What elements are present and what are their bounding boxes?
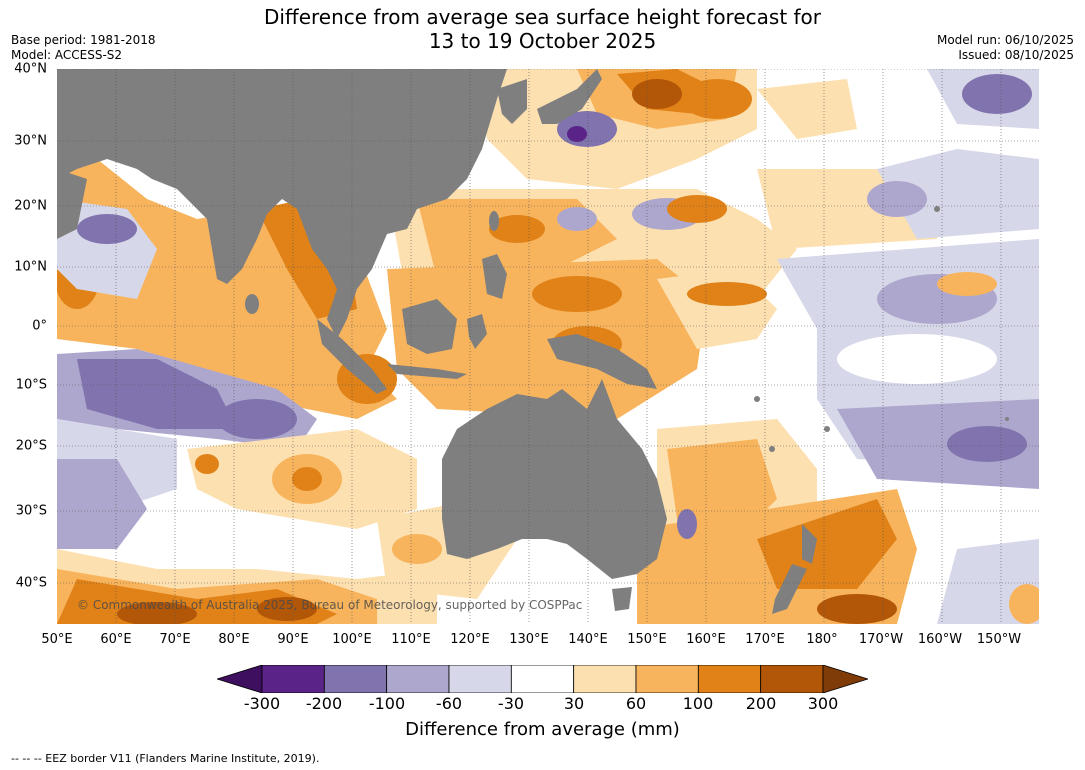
island-3 <box>824 426 830 432</box>
map-canvas <box>57 69 1039 624</box>
colorbar-segment <box>261 665 325 693</box>
colorbar-title: Difference from average (mm) <box>405 719 680 740</box>
title-line-2: 13 to 19 October 2025 <box>428 29 657 53</box>
issued-date: Issued: 08/10/2025 <box>958 48 1074 62</box>
eez-legend-footer: -- -- -- EEZ border V11 (Flanders Marine… <box>11 752 320 765</box>
island-2 <box>769 446 775 452</box>
lon-label: 150°W <box>976 632 1022 647</box>
lat-label: 40°S <box>15 575 47 591</box>
nz-north-island <box>802 524 817 564</box>
colorbar-segment <box>573 665 637 693</box>
lon-label: 80°E <box>218 632 250 647</box>
java-landmass <box>387 364 467 379</box>
colorbar-tick: 300 <box>807 694 839 713</box>
colorbar-segment <box>510 665 575 693</box>
lat-label: 30°N <box>14 133 47 149</box>
colorbar <box>217 665 868 693</box>
colorbar-tick: 30 <box>563 694 585 713</box>
land-masses <box>57 69 1009 614</box>
colorbar-tick: 100 <box>682 694 714 713</box>
colorbar-segments <box>217 665 868 693</box>
copyright-notice: © Commonwealth of Australia 2025, Bureau… <box>77 598 583 612</box>
lon-label: 170°E <box>745 632 785 647</box>
lon-label: 140°E <box>568 632 608 647</box>
sulawesi-landmass <box>467 314 487 349</box>
colorbar-tick: 200 <box>745 694 777 713</box>
lon-label: 170°W <box>858 632 904 647</box>
lon-label: 50°E <box>41 632 73 647</box>
colorbar-tick: -100 <box>368 694 406 713</box>
borneo-landmass <box>402 299 457 354</box>
map-title: Difference from average sea surface heig… <box>0 5 1085 53</box>
lon-label: 110°E <box>391 632 431 647</box>
colorbar-segment <box>635 665 699 693</box>
colorbar-segment <box>386 665 450 693</box>
arabia-landmass <box>57 169 87 239</box>
lon-label: 90°E <box>277 632 309 647</box>
model-name: Model: ACCESS-S2 <box>11 48 123 62</box>
korea-landmass <box>497 79 527 124</box>
lat-label: 20°N <box>14 198 47 214</box>
colorbar-extend-high <box>822 665 868 693</box>
meta-right: Model run: 06/10/2025 Issued: 08/10/2025 <box>937 33 1074 63</box>
lon-label: 70°E <box>159 632 191 647</box>
lon-label: 120°E <box>450 632 490 647</box>
lat-label: 0° <box>32 318 47 334</box>
colorbar-tick: -30 <box>497 694 525 713</box>
colorbar-segment <box>448 665 512 693</box>
lon-label: 180° <box>806 632 838 647</box>
colorbar-tick: -300 <box>243 694 281 713</box>
newguinea-landmass <box>547 334 657 389</box>
tasmania-landmass <box>612 587 632 611</box>
lat-label: 20°S <box>15 438 47 454</box>
graticule <box>57 69 1039 624</box>
lon-label: 100°E <box>332 632 372 647</box>
colorbar-segment <box>323 665 388 693</box>
philippines-landmass <box>482 254 507 299</box>
model-run: Model run: 06/10/2025 <box>936 33 1074 47</box>
island-5 <box>1005 417 1009 421</box>
lat-label: 40°N <box>14 61 47 77</box>
lat-label: 30°S <box>15 503 47 519</box>
australia-landmass <box>442 379 667 579</box>
sea-surface-height-map: © Commonwealth of Australia 2025, Bureau… <box>57 69 1039 624</box>
island-4 <box>934 206 940 212</box>
title-line-1: Difference from average sea surface heig… <box>263 5 822 29</box>
colorbar-segment <box>760 665 824 693</box>
colorbar-tick: 60 <box>625 694 647 713</box>
asia-landmass <box>57 69 507 339</box>
lon-label: 160°E <box>686 632 726 647</box>
colorbar-segment <box>697 665 762 693</box>
lon-label: 130°E <box>509 632 549 647</box>
colorbar-extend-low <box>217 665 263 693</box>
srilanka-landmass <box>245 294 259 314</box>
island-1 <box>754 396 760 402</box>
colorbar-tick: -200 <box>305 694 343 713</box>
meta-left: Base period: 1981-2018 Model: ACCESS-S2 <box>11 33 156 63</box>
japan-landmass <box>537 69 602 124</box>
lat-label: 10°N <box>14 259 47 275</box>
base-period: Base period: 1981-2018 <box>11 33 156 47</box>
lon-label: 150°E <box>627 632 667 647</box>
lat-label: 10°S <box>15 377 47 393</box>
taiwan-landmass <box>489 211 499 231</box>
lon-label: 60°E <box>100 632 132 647</box>
sumatra-landmass <box>317 319 387 394</box>
colorbar-tick: -60 <box>435 694 463 713</box>
lon-label: 160°W <box>917 632 963 647</box>
nz-south-island <box>772 564 807 614</box>
